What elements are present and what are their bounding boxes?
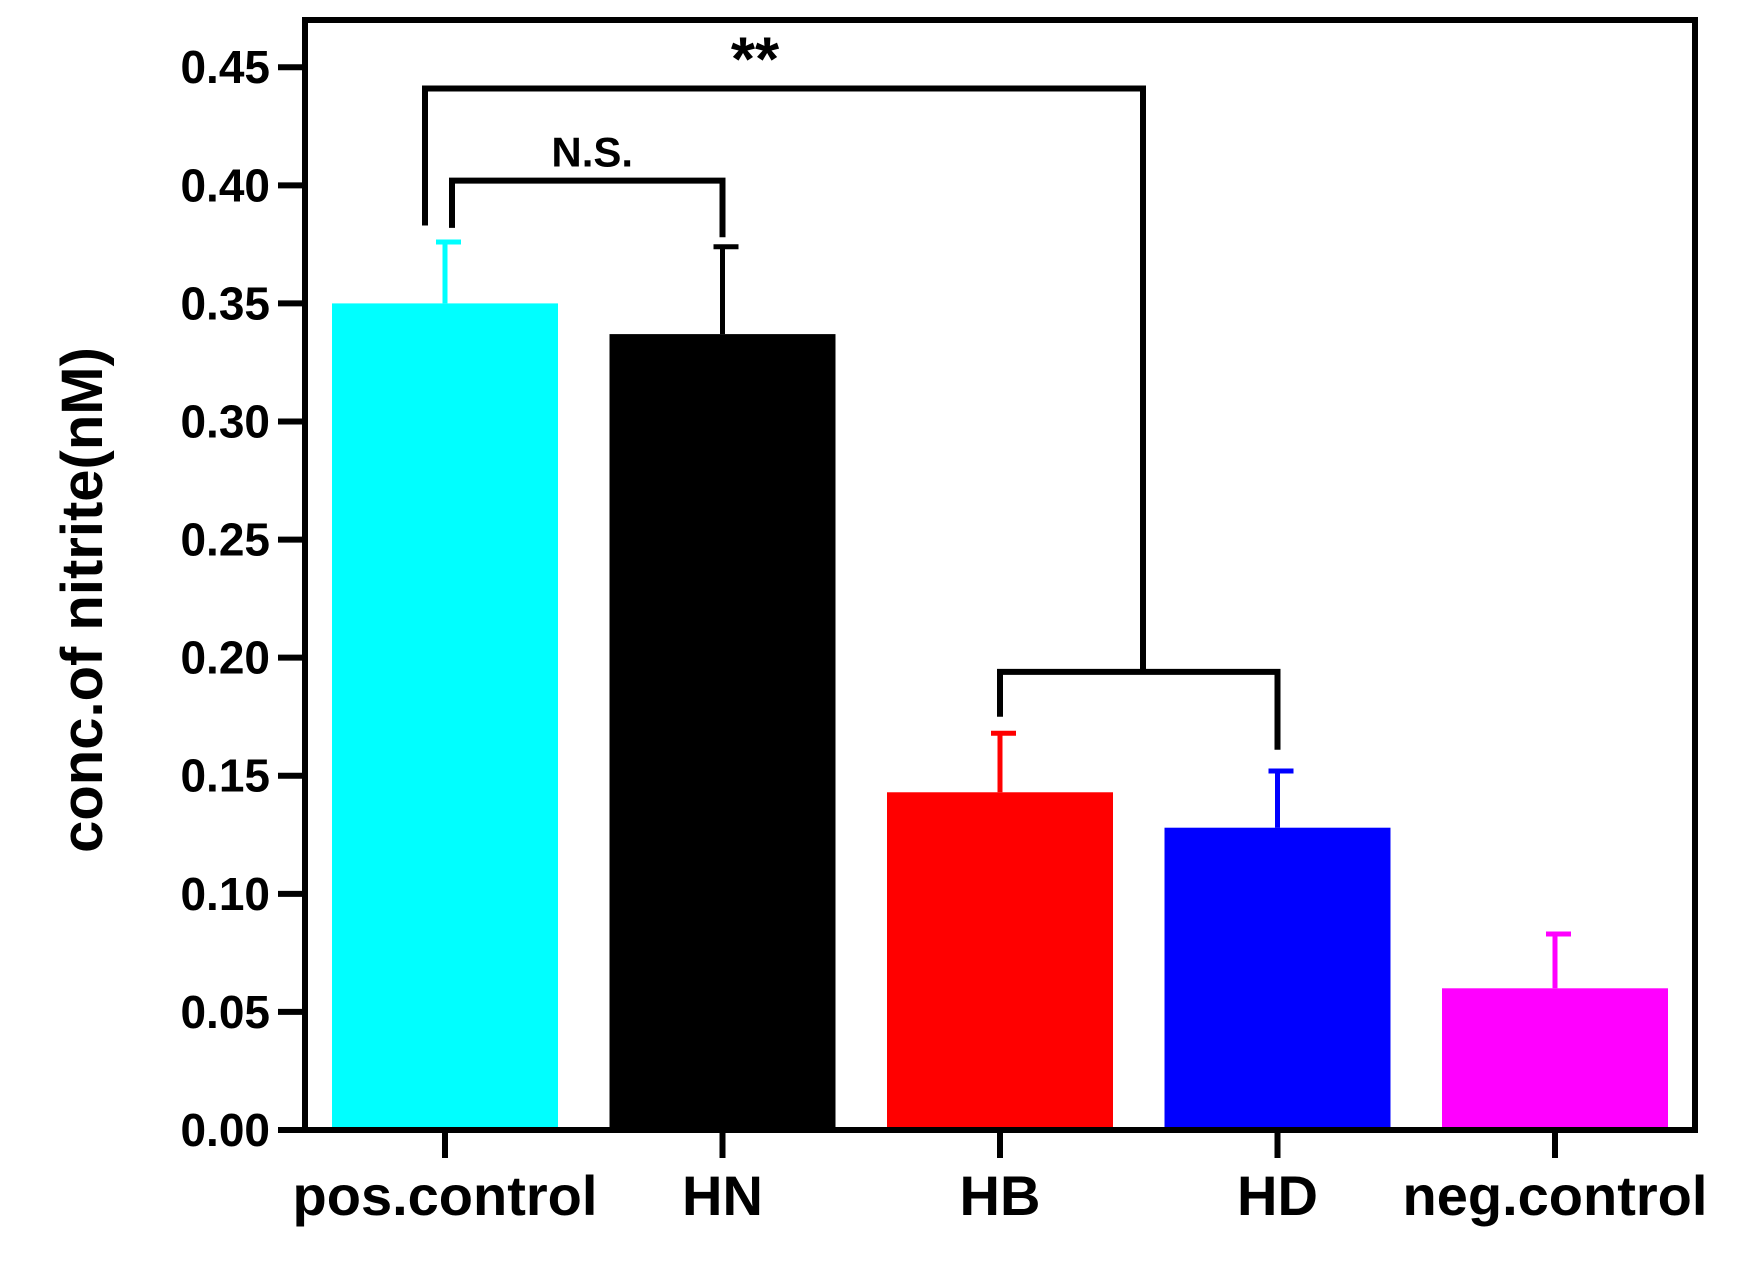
y-tick-label-7: 0.35	[180, 277, 270, 329]
bar-4	[1442, 988, 1668, 1130]
y-tick-label-2: 0.10	[180, 868, 270, 920]
y-tick-label-8: 0.40	[180, 159, 270, 211]
x-tick-label-1: HN	[682, 1164, 763, 1227]
significance-brackets: N.S. **	[422, 25, 1281, 750]
bar-0	[332, 303, 558, 1130]
y-tick-label-1: 0.05	[180, 986, 270, 1038]
y-axis-ticks: 0.00 0.05 0.10 0.15 0.20 0.25 0.30 0.35 0.40 0.45	[180, 41, 305, 1156]
significance-label: **	[731, 25, 780, 94]
x-tick-label-0: pos.control	[293, 1164, 598, 1227]
star-sub-bracket	[997, 668, 1281, 750]
y-tick-label-3: 0.15	[180, 750, 270, 802]
bars-layer	[332, 303, 1668, 1130]
bar-2	[887, 792, 1113, 1130]
x-tick-label-3: HD	[1237, 1164, 1318, 1227]
star-bracket	[422, 85, 1146, 672]
y-tick-label-0: 0.00	[180, 1104, 270, 1156]
x-tick-label-4: neg.control	[1403, 1164, 1708, 1227]
y-tick-label-5: 0.25	[180, 514, 270, 566]
y-tick-label-9: 0.45	[180, 41, 270, 93]
y-tick-label-6: 0.30	[180, 395, 270, 447]
ns-bracket	[449, 177, 726, 238]
x-tick-label-2: HB	[960, 1164, 1041, 1227]
bar-1	[609, 334, 836, 1130]
ns-label: N.S.	[551, 129, 633, 176]
error-bars-layer	[436, 239, 1571, 989]
y-tick-label-4: 0.20	[180, 632, 270, 684]
y-axis-title: conc.of nitrite(nM)	[50, 347, 115, 853]
bar-3	[1164, 827, 1391, 1130]
x-axis-ticks: pos.control HN HB HD neg.control	[293, 1130, 1708, 1227]
